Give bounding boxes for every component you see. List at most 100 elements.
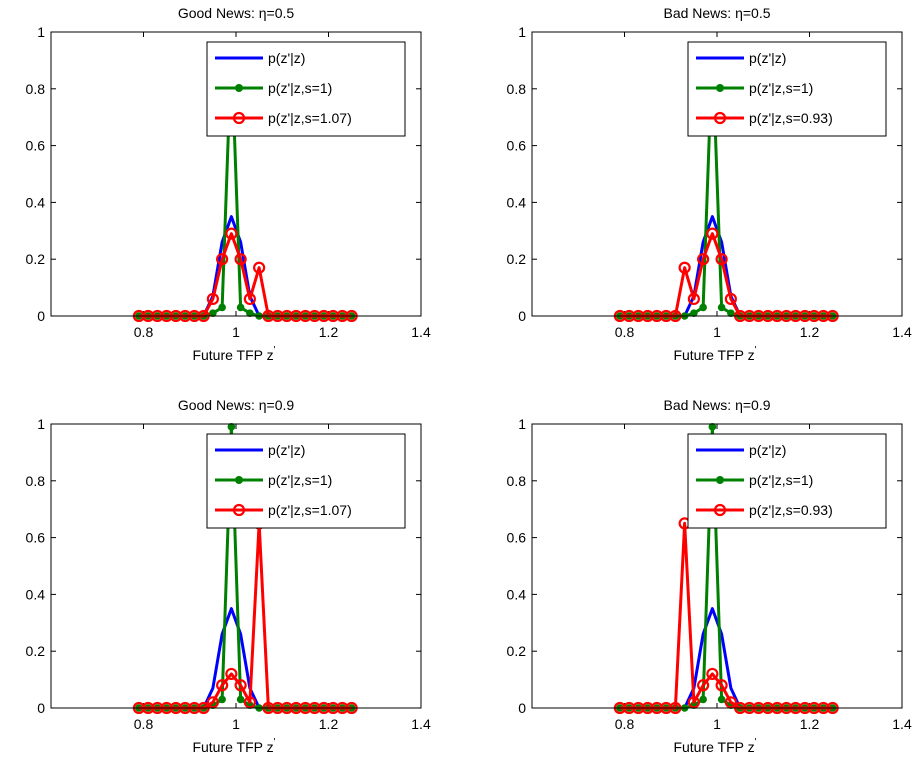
- point-red: [234, 253, 247, 266]
- x-tick-label: 0.8: [615, 716, 635, 732]
- axes-box: [531, 423, 903, 709]
- x-axis-label: Future TFP z': [673, 737, 756, 755]
- y-tick-label: 0: [518, 308, 526, 324]
- panel-2: Bad News: η=0.5 0 0.2 0.4 0.6 0.8 1 0.8 1 1.2 1.4 F…: [507, 5, 912, 363]
- y-tick-label: 0.8: [26, 81, 46, 97]
- x-tick-label: 1: [232, 324, 240, 340]
- legend-marker: [713, 111, 727, 125]
- y-tick-label: 0.2: [507, 251, 527, 267]
- point-red: [216, 679, 229, 692]
- panel-title: Bad News: η=0.9: [663, 397, 770, 413]
- point-green: [227, 423, 236, 431]
- y-tick-label: 0.4: [26, 586, 46, 602]
- legend-label: p(z'|z,s=1.07): [268, 110, 352, 126]
- x-tick-label: 0.8: [615, 324, 635, 340]
- point-green: [708, 423, 717, 431]
- point-red: [687, 292, 700, 306]
- y-tick-label: 0.2: [26, 643, 46, 659]
- point-red: [243, 292, 256, 306]
- axes-box: [50, 31, 422, 317]
- y-tick-label: 0.6: [507, 530, 527, 546]
- legend-label: p(z'|z,s=1.07): [268, 502, 352, 518]
- point-green: [236, 303, 245, 312]
- legend-marker: [716, 476, 724, 484]
- legend-marker: [716, 84, 724, 92]
- legend-marker: [235, 84, 243, 92]
- point-green: [218, 695, 226, 704]
- point-red: [715, 679, 728, 692]
- axes-box: [531, 31, 903, 317]
- point-red: [216, 253, 229, 266]
- legend-label: p(z'|z,s=1): [749, 472, 813, 488]
- legend-label: p(z'|z): [268, 50, 305, 66]
- y-tick-label: 0: [37, 308, 45, 324]
- point-red: [687, 696, 700, 709]
- point-green: [236, 695, 245, 704]
- point-green: [218, 303, 226, 312]
- legend-label: p(z'|z,s=0.93): [749, 110, 833, 126]
- y-tick-label: 0.4: [26, 194, 46, 210]
- legend-label: p(z'|z,s=1): [268, 472, 332, 488]
- x-tick-label: 0.8: [134, 324, 154, 340]
- y-tick-label: 0: [518, 700, 526, 716]
- point-red: [697, 253, 710, 266]
- panel-title: Good News: η=0.5: [178, 5, 295, 21]
- y-tick-label: 0.4: [507, 586, 527, 602]
- panel-1: Good News: η=0.5 0 0.2 0.4 0.6 0.8 1 0.8 1 1.2 1.4…: [26, 5, 431, 363]
- y-tick-label: 0.8: [26, 473, 46, 489]
- point-red: [225, 227, 238, 240]
- point-green: [717, 303, 726, 312]
- x-tick-label: 1.4: [892, 716, 912, 732]
- legend-label: p(z'|z): [268, 442, 305, 458]
- series-line-3: [138, 521, 352, 710]
- y-tick-label: 0.4: [507, 194, 527, 210]
- x-tick-label: 1.2: [319, 324, 339, 340]
- panel-title: Good News: η=0.9: [178, 397, 295, 413]
- legend: p(z'|z) p(z'|z,s=1) p(z'|z,s=1.07): [206, 433, 406, 529]
- point-red: [706, 227, 719, 240]
- y-tick-label: 0: [37, 700, 45, 716]
- y-tick-label: 0.2: [507, 643, 527, 659]
- legend-marker: [232, 111, 246, 125]
- point-red: [724, 696, 737, 709]
- point-red: [706, 667, 719, 681]
- point-red: [678, 261, 691, 274]
- x-tick-label: 1.4: [411, 716, 431, 732]
- y-tick-label: 0.8: [507, 473, 527, 489]
- legend-marker: [235, 476, 243, 484]
- point-green: [699, 303, 707, 312]
- point-green: [717, 695, 726, 704]
- legend-label: p(z'|z,s=1): [268, 80, 332, 96]
- x-tick-label: 1.2: [800, 716, 820, 732]
- y-tick-label: 1: [518, 24, 526, 40]
- point-green: [699, 695, 707, 704]
- x-tick-label: 1: [232, 716, 240, 732]
- point-red: [243, 696, 256, 709]
- y-tick-label: 0.6: [26, 138, 46, 154]
- legend-marker: [713, 503, 727, 517]
- legend-label: p(z'|z): [749, 442, 786, 458]
- legend: p(z'|z) p(z'|z,s=1) p(z'|z,s=0.93): [687, 433, 887, 529]
- series-line-3: [619, 232, 833, 318]
- point-red: [715, 253, 728, 266]
- x-tick-label: 1: [713, 716, 721, 732]
- point-red: [697, 679, 710, 692]
- series-line-3: [138, 232, 352, 318]
- axes-box: [50, 423, 422, 709]
- panel-4: Bad News: η=0.9 0 0.2 0.4 0.6 0.8 1 0.8 1 1.2 1.4 F…: [507, 397, 912, 755]
- y-tick-label: 1: [518, 416, 526, 432]
- legend-label: p(z'|z): [749, 50, 786, 66]
- x-tick-label: 1: [713, 324, 721, 340]
- legend: p(z'|z) p(z'|z,s=1) p(z'|z,s=0.93): [687, 41, 887, 137]
- point-green: [246, 309, 254, 317]
- point-green: [209, 309, 217, 317]
- y-tick-label: 0.2: [26, 251, 46, 267]
- point-green: [727, 309, 735, 317]
- legend-label: p(z'|z,s=0.93): [749, 502, 833, 518]
- x-axis-label: Future TFP z': [673, 345, 756, 363]
- y-tick-label: 1: [37, 416, 45, 432]
- point-red: [234, 679, 247, 692]
- x-tick-label: 0.8: [134, 716, 154, 732]
- y-tick-label: 0.8: [507, 81, 527, 97]
